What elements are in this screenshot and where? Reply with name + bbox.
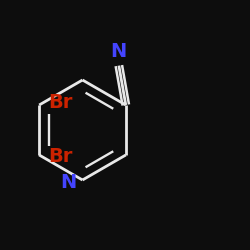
Text: Br: Br [48, 147, 72, 166]
Text: N: N [111, 42, 127, 61]
Text: Br: Br [48, 93, 72, 112]
Text: N: N [60, 173, 76, 192]
